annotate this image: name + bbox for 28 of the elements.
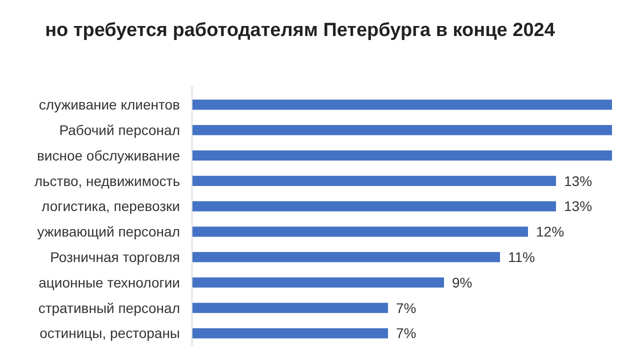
y-tick-label: логистика, перевозки (42, 198, 180, 214)
bar (192, 328, 388, 338)
y-tick-label: висное обслуживание (36, 147, 180, 164)
y-tick-label: ационные технологии (38, 274, 180, 290)
data-label: 13% (564, 198, 592, 214)
y-tick-label: уживающий персонал (37, 224, 180, 240)
y-tick-label: Розничная торговля (50, 249, 180, 265)
y-tick-label: служивание клиентов (38, 96, 180, 113)
bar (192, 302, 388, 313)
bar (192, 226, 528, 237)
bar (192, 252, 500, 262)
data-label: 7% (396, 325, 416, 342)
data-label: 9% (452, 274, 472, 290)
bar (192, 277, 444, 288)
bar (192, 100, 612, 110)
y-tick-label: льство, недвижимость (34, 172, 180, 189)
y-tick-label: стративный персонал (38, 300, 180, 316)
data-label: 7% (396, 300, 416, 316)
bar (192, 176, 556, 186)
bar (192, 125, 612, 136)
chart-title: но требуется работодателям Петербурга в конце 2024 (45, 20, 556, 41)
y-tick-label: остиницы, рестораны (40, 325, 180, 342)
data-label: 13% (564, 172, 592, 189)
bar (192, 150, 612, 161)
bar (192, 201, 556, 212)
y-tick-label: Рабочий персонал (59, 122, 180, 138)
data-label: 11% (508, 249, 535, 265)
data-label: 12% (536, 224, 564, 240)
